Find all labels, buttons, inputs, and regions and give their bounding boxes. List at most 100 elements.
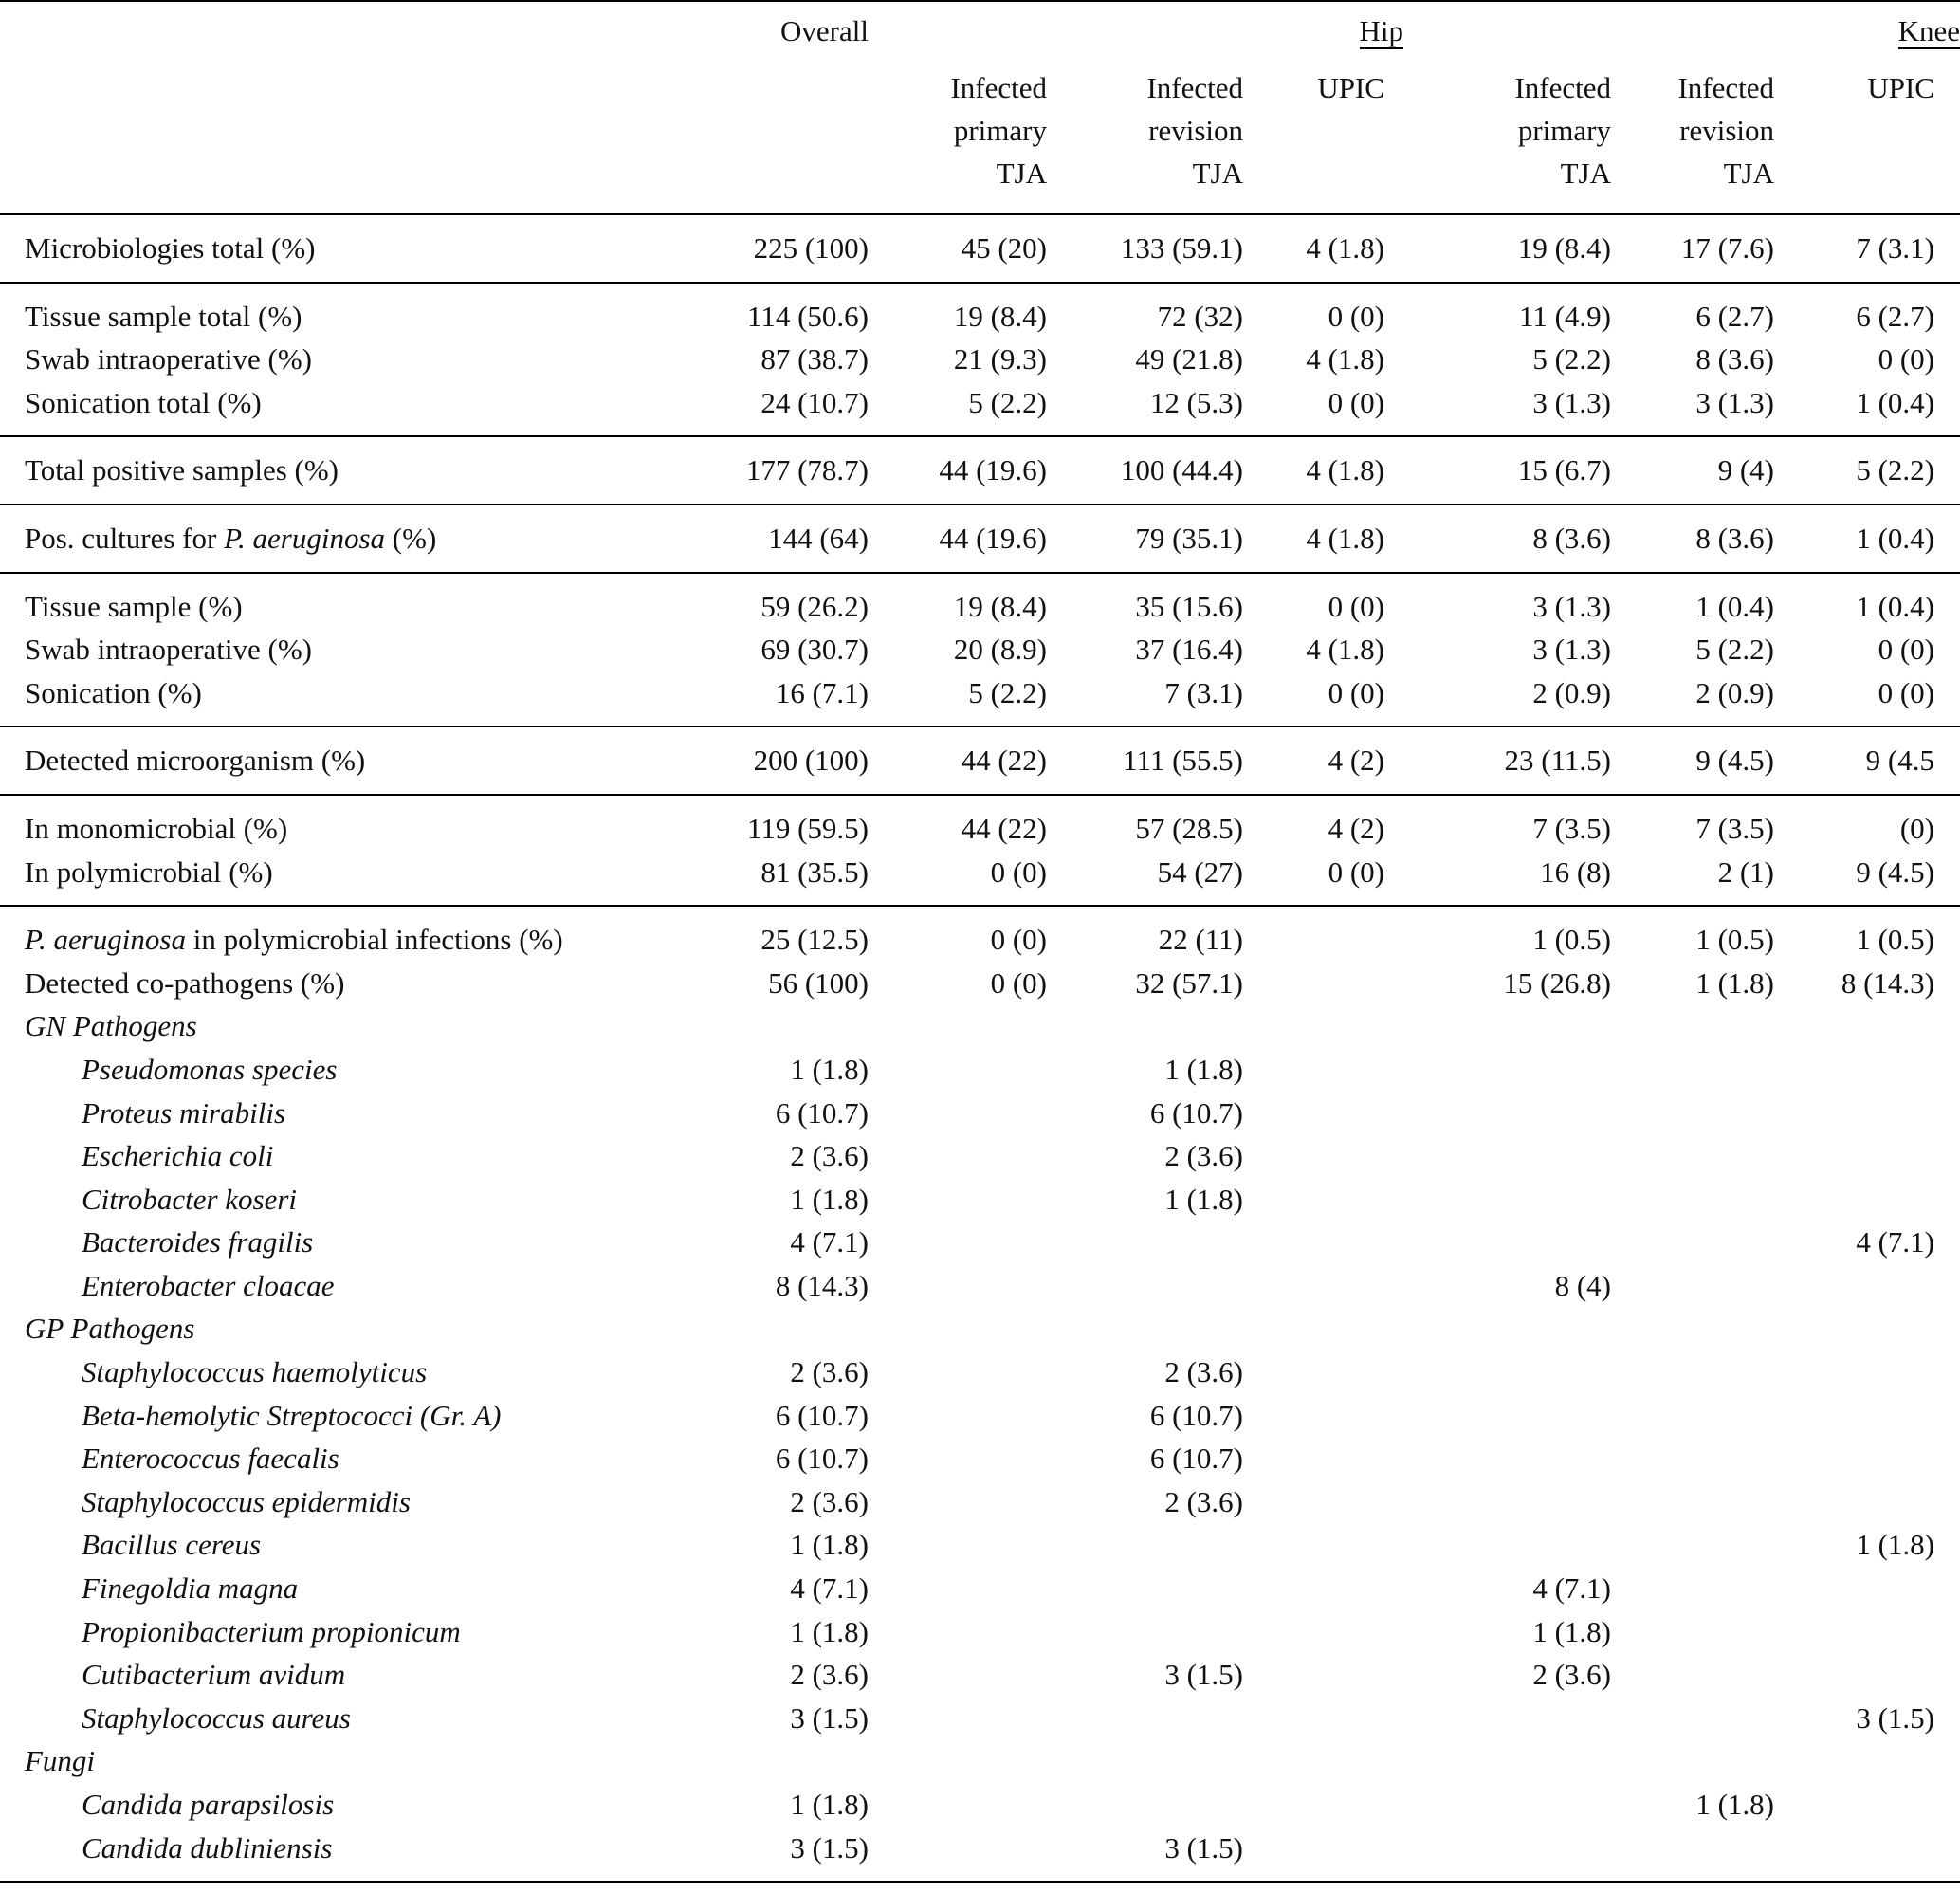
table-cell: 9 (4.5 [1865,744,1934,778]
group-name: Knee [1897,14,1960,49]
table-cell [1262,1092,1403,1135]
header-line: TJA [1560,156,1611,190]
table-cell [888,1134,1066,1178]
table-cell: 23 (11.5) [1504,744,1612,778]
row-label: Finegoldia magna [82,1571,299,1606]
table-row: Escherichia coli 2 (3.6) 2 (3.6) [0,1134,1960,1178]
table-section: P. aeruginosa in polymicrobial infection… [0,906,1960,1882]
table-cell [888,1610,1066,1654]
table-cell: 49 (21.8) [1135,342,1243,377]
table-cell: 7 (3.1) [1856,231,1934,265]
table-row: Bacteroides fragilis 4 (7.1) 4 (7.1) [0,1221,1960,1264]
table-cell: 44 (22) [961,744,1047,778]
row-label: Enterococcus faecalis [82,1442,339,1476]
table-row: Sonication total (%) 24 (10.7) 5 (2.2) 12 (… [0,381,1960,437]
table-cell: 16 (8) [1540,855,1611,889]
table-cell: 4 (7.1) [1532,1571,1611,1606]
group-header: Hip [888,1,1403,57]
table-cell: 1 (0.5) [1856,923,1934,957]
table-cell: 6 (2.7) [1695,299,1774,333]
header-line: Infected [950,71,1047,104]
table-cell [1630,1178,1793,1222]
table-cell [1403,1523,1630,1567]
table-cell: 0 (0) [1328,675,1384,709]
table-cell: 1 (1.8) [790,1788,869,1821]
table-cell: 3 (1.5) [790,1700,869,1735]
table-cell: 5 (2.2) [1856,453,1934,487]
table-cell [1066,1783,1262,1827]
table-cell: 6 (10.7) [775,1095,869,1130]
table-cell: 0 (0) [1328,855,1384,889]
table-row: Propionibacterium propionicum 1 (1.8) 1 (1… [0,1610,1960,1654]
table-cell: 24 (10.7) [760,385,869,419]
header-line: TJA [1723,156,1774,190]
table-cell: 56 (100) [768,965,869,1000]
row-label: GN Pathogens [25,1009,197,1043]
table-cell [1403,1221,1630,1264]
table-cell: 69 (30.7) [760,633,869,667]
table-section: Tissue sample (%) 59 (26.2) 19 (8.4) 35 (15… [0,572,1960,727]
table-cell [1793,1739,1960,1783]
header-line: revision [1679,114,1774,147]
table-cell [888,1178,1066,1222]
table-cell: 6 (10.7) [1149,1442,1243,1476]
table-cell [1630,1610,1793,1654]
table-row: Cutibacterium avidum 2 (3.6) 3 (1.5) 2 (3.6… [0,1653,1960,1697]
table-cell: 17 (7.6) [1680,231,1774,265]
table-cell: 4 (2) [1328,811,1384,845]
table-cell [1630,1351,1793,1394]
row-label: GP Pathogens [25,1312,195,1346]
header-row: Overall Hip Knee [0,1,1960,57]
table-cell: 4 (1.8) [1306,521,1384,555]
table-section: In monomicrobial (%) 119 (59.5) 44 (22) 57 … [0,794,1960,907]
table-cell [1793,1092,1960,1135]
table-cell [1066,1307,1262,1351]
header-line: TJA [996,156,1047,190]
table-cell [888,1480,1066,1524]
row-label: Bacillus cereus [82,1528,262,1562]
table-cell [1066,1567,1262,1610]
table-cell: 0 (0) [1878,633,1934,667]
table-cell [1403,1697,1630,1740]
table-cell [1630,1653,1793,1697]
table-cell [1066,1610,1262,1654]
table-cell [1262,1221,1403,1264]
table-cell: (0) [1899,811,1934,845]
table-cell [1262,1048,1403,1092]
row-label: Microbiologies total (%) [25,231,316,265]
table-row: Pos. cultures for P. aeruginosa (%) 144 (… [0,505,1960,573]
table-cell [888,1697,1066,1740]
table-cell [1793,1437,1960,1480]
table-cell: 4 (7.1) [1856,1225,1934,1259]
table-cell: 6 (2.7) [1856,299,1934,333]
table-section: Microbiologies total (%) 225 (100) 45 (20)… [0,214,1960,283]
table-row: Sonication (%) 16 (7.1) 5 (2.2) 7 (3.1) 0 (0… [0,671,1960,727]
row-label: In polymicrobial (%) [25,855,273,889]
column-header: UPIC [1262,57,1403,214]
table-cell: 12 (5.3) [1149,385,1243,419]
table-cell: 15 (26.8) [1503,965,1611,1000]
table-cell: 2 (3.6) [1164,1139,1243,1173]
table-cell: 2 (1) [1717,855,1774,889]
table-cell [1262,1783,1403,1827]
header-line: UPIC [1317,71,1384,104]
table-cell: 4 (1.8) [1306,342,1384,377]
table-cell [1403,1004,1630,1048]
table-cell: 9 (4.5) [1856,855,1934,889]
table-cell: 3 (1.3) [1532,633,1611,667]
table-cell: 1 (1.8) [1532,1614,1611,1648]
header-line: Infected [1514,71,1611,104]
row-label: Swab intraoperative (%) [25,633,312,667]
table-section: Tissue sample total (%) 114 (50.6) 19 (8.4… [0,282,1960,437]
table-row: Bacillus cereus 1 (1.8) 1 (1.8) [0,1523,1960,1567]
table-cell: 4 (2) [1328,744,1384,778]
table-cell [1793,1394,1960,1438]
table-cell: 72 (32) [1157,299,1243,333]
table-cell [888,1827,1066,1883]
table-cell: 81 (35.5) [760,855,869,889]
row-label: Tissue sample total (%) [25,299,302,333]
table-row: In polymicrobial (%) 81 (35.5) 0 (0) 54 (27… [0,851,1960,907]
table-cell: 15 (6.7) [1517,453,1611,487]
table-cell [1793,1048,1960,1092]
column-header: Infected primary TJA [888,57,1066,214]
